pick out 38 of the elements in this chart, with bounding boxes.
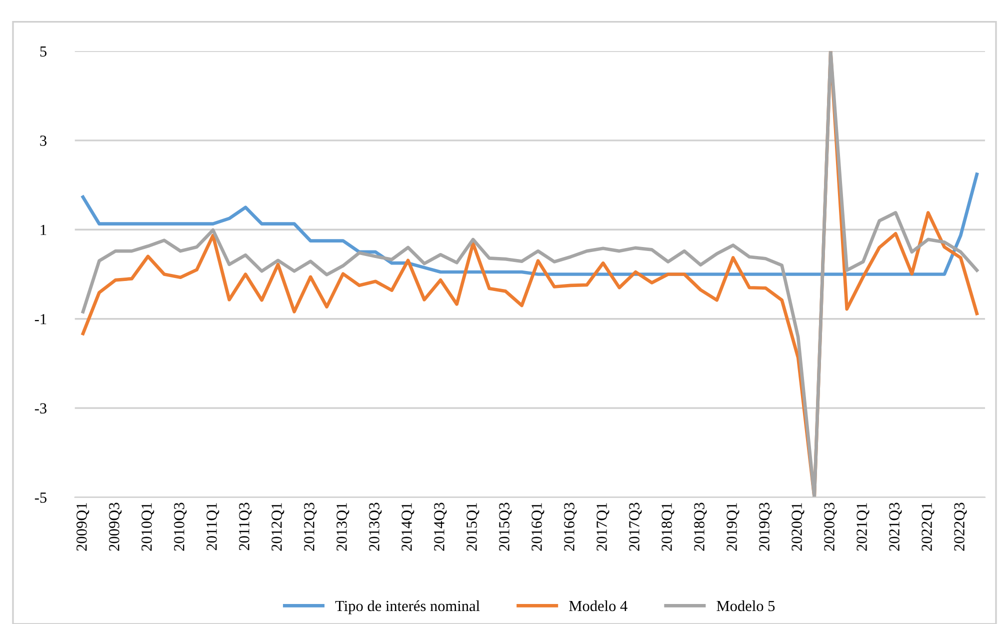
x-tick-label: 2010Q3 <box>174 502 187 551</box>
x-tick-label: 2022Q1 <box>922 503 934 551</box>
x-tick-label: 2021Q3 <box>889 502 902 551</box>
x-tick-label: 2016Q3 <box>564 502 577 551</box>
x-tick-label: 2016Q1 <box>532 503 544 551</box>
y-tick-label: -5 <box>34 492 46 503</box>
x-tick-label: 2017Q3 <box>629 502 642 551</box>
legend-label: Modelo 4 <box>569 600 628 612</box>
x-tick-label: 2020Q1 <box>792 503 804 551</box>
x-tick-label: 2018Q3 <box>694 502 707 551</box>
x-tick-label: 2019Q3 <box>759 502 772 551</box>
x-tick-label: 2013Q1 <box>336 503 350 551</box>
y-tick-label: 1 <box>40 224 46 235</box>
x-tick-label: 2015Q1 <box>466 503 480 551</box>
y-tick-label: 3 <box>40 136 46 146</box>
y-tick-label: -1 <box>34 314 46 324</box>
x-tick-label: 2010Q1 <box>142 503 154 551</box>
line-series <box>81 51 979 498</box>
x-tick-label: 2013Q3 <box>369 502 382 551</box>
x-tick-label: 2012Q1 <box>272 503 284 551</box>
legend-label: Tipo de interés nominal <box>335 600 480 614</box>
x-tick-label: 2018Q1 <box>662 503 674 551</box>
x-tick-label: 2012Q3 <box>304 502 317 551</box>
x-tick-label: 2011Q1 <box>206 503 220 550</box>
x-tick-label: 2017Q1 <box>596 503 610 551</box>
y-tick-label: 5 <box>40 46 46 57</box>
x-tick-label: 2021Q1 <box>856 503 870 551</box>
x-tick-label: 2022Q3 <box>954 502 967 551</box>
x-tick-label: 2019Q1 <box>726 503 740 551</box>
x-tick-label: 2015Q3 <box>499 502 512 551</box>
x-tick-label: 2009Q3 <box>108 502 122 551</box>
y-tick-label: -3 <box>34 403 46 414</box>
legend-label: Modelo 5 <box>716 600 775 612</box>
x-tick-label: 2011Q3 <box>239 502 252 550</box>
x-tick-label: 2014Q1 <box>402 503 414 551</box>
x-tick-label: 2009Q1 <box>76 503 90 551</box>
x-tick-label: 2020Q3 <box>824 502 837 551</box>
x-tick-label: 2014Q3 <box>434 502 447 551</box>
